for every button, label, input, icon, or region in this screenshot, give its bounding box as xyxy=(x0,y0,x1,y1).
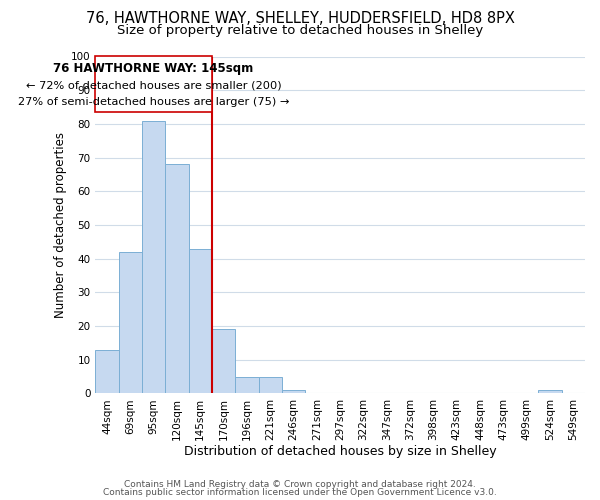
Text: 76 HAWTHORNE WAY: 145sqm: 76 HAWTHORNE WAY: 145sqm xyxy=(53,62,254,75)
Text: ← 72% of detached houses are smaller (200): ← 72% of detached houses are smaller (20… xyxy=(26,80,281,90)
Text: 27% of semi-detached houses are larger (75) →: 27% of semi-detached houses are larger (… xyxy=(18,97,289,107)
Bar xyxy=(282,390,305,394)
Text: Contains public sector information licensed under the Open Government Licence v3: Contains public sector information licen… xyxy=(103,488,497,497)
Bar xyxy=(95,350,119,394)
Bar xyxy=(119,252,142,394)
Bar xyxy=(95,56,212,112)
Bar xyxy=(235,376,259,394)
Y-axis label: Number of detached properties: Number of detached properties xyxy=(53,132,67,318)
Bar xyxy=(165,164,188,394)
Text: Contains HM Land Registry data © Crown copyright and database right 2024.: Contains HM Land Registry data © Crown c… xyxy=(124,480,476,489)
Bar xyxy=(259,376,282,394)
Bar xyxy=(212,330,235,394)
Text: 76, HAWTHORNE WAY, SHELLEY, HUDDERSFIELD, HD8 8PX: 76, HAWTHORNE WAY, SHELLEY, HUDDERSFIELD… xyxy=(86,11,514,26)
Text: Size of property relative to detached houses in Shelley: Size of property relative to detached ho… xyxy=(117,24,483,37)
Bar xyxy=(188,248,212,394)
Bar xyxy=(538,390,562,394)
X-axis label: Distribution of detached houses by size in Shelley: Distribution of detached houses by size … xyxy=(184,444,496,458)
Bar xyxy=(142,120,165,394)
